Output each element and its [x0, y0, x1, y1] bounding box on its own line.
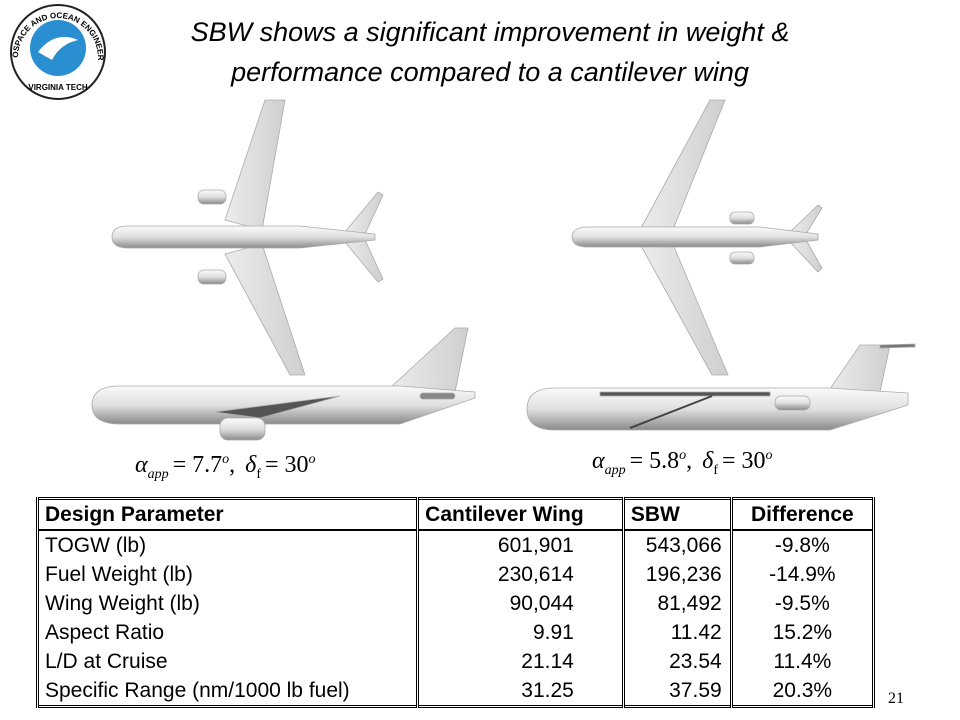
formula-part: , — [686, 448, 693, 474]
table-cell: -14.9% — [729, 560, 876, 589]
table-cell: 601,901 — [416, 530, 625, 560]
table-cell: 9.91 — [416, 618, 625, 647]
formula-part: = 30 — [721, 448, 766, 474]
table-cell: 20.3% — [729, 676, 876, 707]
formula-part: f — [713, 462, 718, 478]
formula-part: o — [765, 448, 773, 463]
logo-bottom-text: VIRGINIA TECH — [28, 83, 87, 92]
formula: αapp = 5.8o, δf = 30o — [592, 448, 773, 479]
table-cell: 11.42 — [621, 618, 733, 647]
table-cell: 230,614 — [416, 560, 625, 589]
data-table: Design Parameter Cantilever Wing SBW Differ… — [35, 497, 876, 708]
formula-part: = 30 — [264, 452, 309, 478]
table-row: Fuel Weight (lb) 230,614 196,236 -14.9% — [35, 560, 876, 589]
table-cell: -9.8% — [729, 530, 876, 560]
table-row: Aspect Ratio 9.91 11.42 15.2% — [35, 618, 876, 647]
table-cell: 15.2% — [729, 618, 876, 647]
table-cell: 11.4% — [729, 647, 876, 676]
table-row: TOGW (lb) 601,901 543,066 -9.8% — [35, 530, 876, 560]
header-cell: SBW — [621, 498, 733, 531]
table-cell: 543,066 — [621, 530, 733, 560]
formula: αapp = 7.7o, δf = 30o — [135, 452, 316, 483]
formula-part: = 5.8 — [629, 448, 680, 474]
formula-part: o — [308, 452, 316, 467]
formula-part: app — [147, 466, 169, 482]
table-cell: -9.5% — [729, 589, 876, 618]
title: SBW shows a significant improvement in w… — [100, 12, 880, 92]
title-line: SBW shows a significant improvement in w… — [190, 17, 790, 47]
table-cell: Wing Weight (lb) — [35, 589, 420, 618]
table-cell: Aspect Ratio — [35, 618, 420, 647]
table-cell: 37.59 — [621, 676, 733, 707]
table-cell: TOGW (lb) — [35, 530, 420, 560]
table-cell: 90,044 — [416, 589, 625, 618]
table-header-row: Design Parameter Cantilever Wing SBW Differ… — [35, 498, 876, 531]
formula-part: , — [229, 452, 236, 478]
table-cell: 21.14 — [416, 647, 625, 676]
sbw-side-view — [526, 343, 916, 431]
table-cell: 31.25 — [416, 676, 625, 707]
cantilever-top-view — [111, 99, 384, 376]
header-cell: Cantilever Wing — [416, 498, 625, 531]
table-cell: Fuel Weight (lb) — [35, 560, 420, 589]
table-cell: Specific Range (nm/1000 lb fuel) — [35, 676, 420, 707]
table-cell: L/D at Cruise — [35, 647, 420, 676]
formula-part: α — [135, 452, 148, 478]
table-cell: 196,236 — [621, 560, 733, 589]
cantilever-side-view — [91, 327, 476, 441]
logo: AEROSPACE AND OCEAN ENGINEERING VIRGINIA… — [0, 0, 106, 100]
table-cell: 81,492 — [621, 589, 733, 618]
formula-part: δ — [702, 448, 714, 474]
table-row: Specific Range (nm/1000 lb fuel) 31.25 37.… — [35, 676, 876, 707]
table-cell: 23.54 — [621, 647, 733, 676]
table-row: L/D at Cruise 21.14 23.54 11.4% — [35, 647, 876, 676]
table-row: Wing Weight (lb) 90,044 81,492 -9.5% — [35, 589, 876, 618]
formula-part: o — [222, 452, 230, 467]
page-number: 21 — [888, 690, 904, 707]
formula-part: α — [592, 448, 605, 474]
formula-part: = 7.7 — [172, 452, 223, 478]
formula-part: o — [679, 448, 687, 463]
formula-part: app — [604, 462, 626, 478]
sbw-top-view — [571, 99, 823, 376]
header-cell: Design Parameter — [35, 498, 420, 531]
formula-part: δ — [245, 452, 257, 478]
title-line: performance compared to a cantilever win… — [231, 57, 749, 87]
formula-part: f — [256, 466, 261, 482]
header-cell: Difference — [729, 498, 876, 531]
